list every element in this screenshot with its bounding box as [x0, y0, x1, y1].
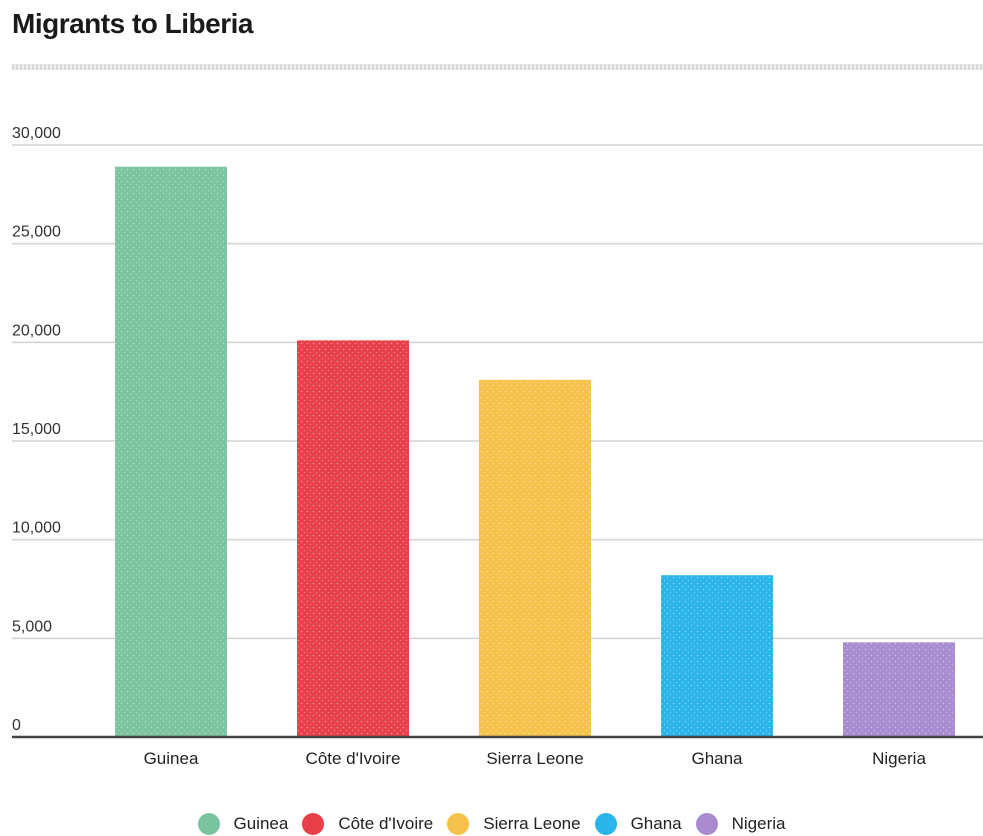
bar-texture	[115, 166, 227, 737]
legend-swatch	[594, 813, 617, 835]
legend-item: Nigeria	[695, 813, 786, 835]
legend-label: Nigeria	[731, 814, 786, 833]
x-tick-label: Côte d'Ivoire	[306, 749, 401, 768]
y-tick-label: 0	[12, 717, 21, 734]
x-tick-label: Sierra Leone	[486, 749, 583, 768]
bar-c-te-d-ivoire	[297, 340, 409, 737]
legend-item: Côte d'Ivoire	[302, 813, 433, 835]
bar-nigeria	[843, 642, 955, 737]
legend-swatch	[197, 813, 220, 835]
chart-legend: Guinea Côte d'Ivoire Sierra Leone Ghana Nige…	[0, 812, 983, 836]
bar-chart: 0 5,000 10,000 15,000 20,000 25,000 30,000 Guin…	[12, 125, 983, 768]
y-tick-label: 25,000	[12, 224, 61, 241]
y-tick-label: 15,000	[12, 421, 61, 438]
x-tick-label: Guinea	[144, 749, 199, 768]
y-tick-label: 30,000	[12, 125, 61, 142]
legend-swatch	[447, 813, 470, 835]
chart-title: Migrants to Liberia	[12, 8, 253, 39]
y-tick-label: 20,000	[12, 322, 61, 339]
y-tick-label: 5,000	[12, 618, 52, 635]
bar-texture	[661, 575, 773, 737]
legend-swatch	[302, 813, 325, 835]
y-tick-label: 10,000	[12, 520, 61, 537]
bar-sierra-leone	[479, 379, 591, 737]
bar-texture	[843, 642, 955, 737]
bar-texture	[479, 379, 591, 737]
legend-item: Ghana	[594, 813, 682, 835]
legend-label: Côte d'Ivoire	[338, 814, 434, 833]
x-tick-label: Nigeria	[872, 749, 926, 768]
bar-texture	[297, 340, 409, 737]
legend-label: Guinea	[233, 814, 289, 833]
bar-guinea	[115, 166, 227, 737]
legend-item: Guinea	[197, 813, 289, 835]
bar-ghana	[661, 575, 773, 737]
legend-label: Ghana	[630, 814, 682, 833]
x-tick-label: Ghana	[691, 749, 743, 768]
title-divider	[12, 64, 983, 70]
legend-label: Sierra Leone	[483, 814, 581, 833]
legend-item: Sierra Leone	[447, 813, 581, 835]
legend-swatch	[695, 813, 718, 835]
